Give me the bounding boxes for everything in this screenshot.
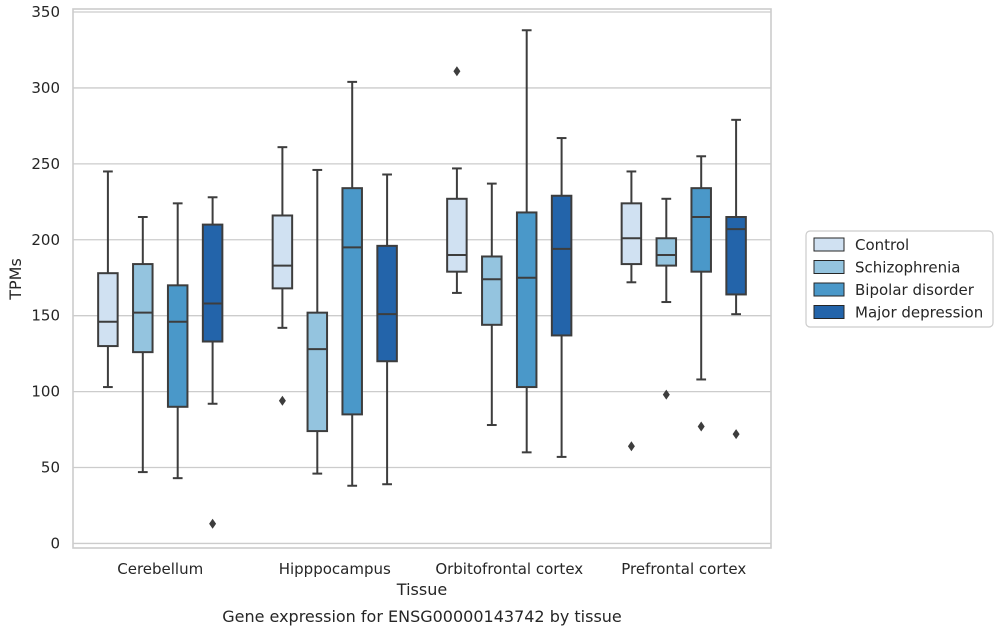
legend-frame — [805, 230, 994, 328]
y-axis-label: TPMs — [6, 258, 25, 301]
chart-caption: Gene expression for ENSG00000143742 by t… — [222, 607, 622, 626]
y-tick-label: 300 — [31, 79, 60, 97]
box-major-depression-cerebellum — [201, 196, 224, 529]
box-schizophrenia-hipppocampus — [306, 168, 329, 475]
legend-label: Control — [855, 236, 909, 254]
x-axis-label: Tissue — [396, 580, 447, 599]
outlier-point — [697, 421, 705, 432]
outlier-point — [732, 429, 740, 440]
box-bipolar-disorder-prefrontal-cortex — [690, 155, 712, 432]
box-iqr — [376, 244, 398, 363]
y-tick-label: 350 — [31, 3, 60, 21]
box-schizophrenia-orbitofrontal-cortex — [481, 182, 503, 427]
box-iqr — [446, 197, 468, 273]
box-iqr — [201, 223, 224, 343]
box-iqr — [481, 255, 503, 326]
x-tick-label: Cerebellum — [117, 560, 203, 578]
box-groups — [97, 29, 747, 529]
box-iqr — [550, 194, 573, 337]
y-tick-label: 50 — [41, 459, 60, 477]
box-bipolar-disorder-orbitofrontal-cortex — [515, 29, 538, 454]
x-tick-label: Hipppocampus — [279, 560, 391, 578]
box-schizophrenia-prefrontal-cortex — [655, 197, 678, 400]
legend-label: Bipolar disorder — [855, 281, 975, 299]
outlier-point — [627, 441, 635, 452]
x-tick-label: Orbitofrontal cortex — [435, 560, 583, 578]
outlier-point — [662, 389, 670, 400]
y-tick-label: 0 — [50, 534, 60, 552]
box-iqr — [166, 284, 189, 408]
box-control-prefrontal-cortex — [620, 170, 643, 452]
box-bipolar-disorder-cerebellum — [166, 202, 189, 480]
legend-label: Major depression — [855, 304, 983, 322]
legend: Control Schizophrenia Bipolar disorder Majo… — [805, 230, 994, 328]
x-axis-ticks: Cerebellum Hipppocampus Orbitofrontal cort… — [117, 560, 746, 578]
y-tick-label: 100 — [31, 383, 60, 401]
y-tick-label: 250 — [31, 155, 60, 173]
legend-swatch — [813, 305, 845, 319]
legend-label: Schizophrenia — [855, 259, 960, 277]
box-major-depression-hipppocampus — [376, 173, 398, 486]
y-tick-label: 200 — [31, 231, 60, 249]
outlier-point — [209, 518, 217, 529]
box-schizophrenia-cerebellum — [132, 216, 154, 474]
box-iqr — [620, 202, 643, 266]
y-tick-label: 150 — [31, 307, 60, 325]
box-bipolar-disorder-hipppocampus — [341, 80, 363, 487]
outlier-point — [453, 66, 461, 77]
box-iqr — [725, 216, 747, 296]
gridlines — [73, 11, 771, 545]
x-tick-label: Prefrontal cortex — [621, 560, 746, 578]
box-control-orbitofrontal-cortex — [446, 66, 468, 294]
box-iqr — [271, 214, 294, 290]
legend-swatch — [813, 282, 845, 297]
box-iqr — [515, 211, 538, 389]
plot-area — [72, 8, 772, 549]
box-iqr — [341, 187, 363, 416]
box-iqr — [132, 263, 154, 354]
box-control-hipppocampus — [271, 146, 294, 406]
box-major-depression-orbitofrontal-cortex — [550, 137, 573, 458]
box-iqr — [306, 311, 329, 433]
legend-swatch — [813, 237, 845, 252]
y-axis-ticks: 0 50 100 150 200 250 300 350 — [31, 3, 60, 552]
outlier-point — [278, 395, 286, 406]
box-iqr — [690, 187, 712, 273]
box-iqr — [97, 272, 119, 348]
box-control-cerebellum — [97, 170, 119, 389]
box-iqr — [655, 237, 678, 267]
legend-swatch — [813, 260, 845, 274]
box-major-depression-prefrontal-cortex — [725, 118, 747, 440]
